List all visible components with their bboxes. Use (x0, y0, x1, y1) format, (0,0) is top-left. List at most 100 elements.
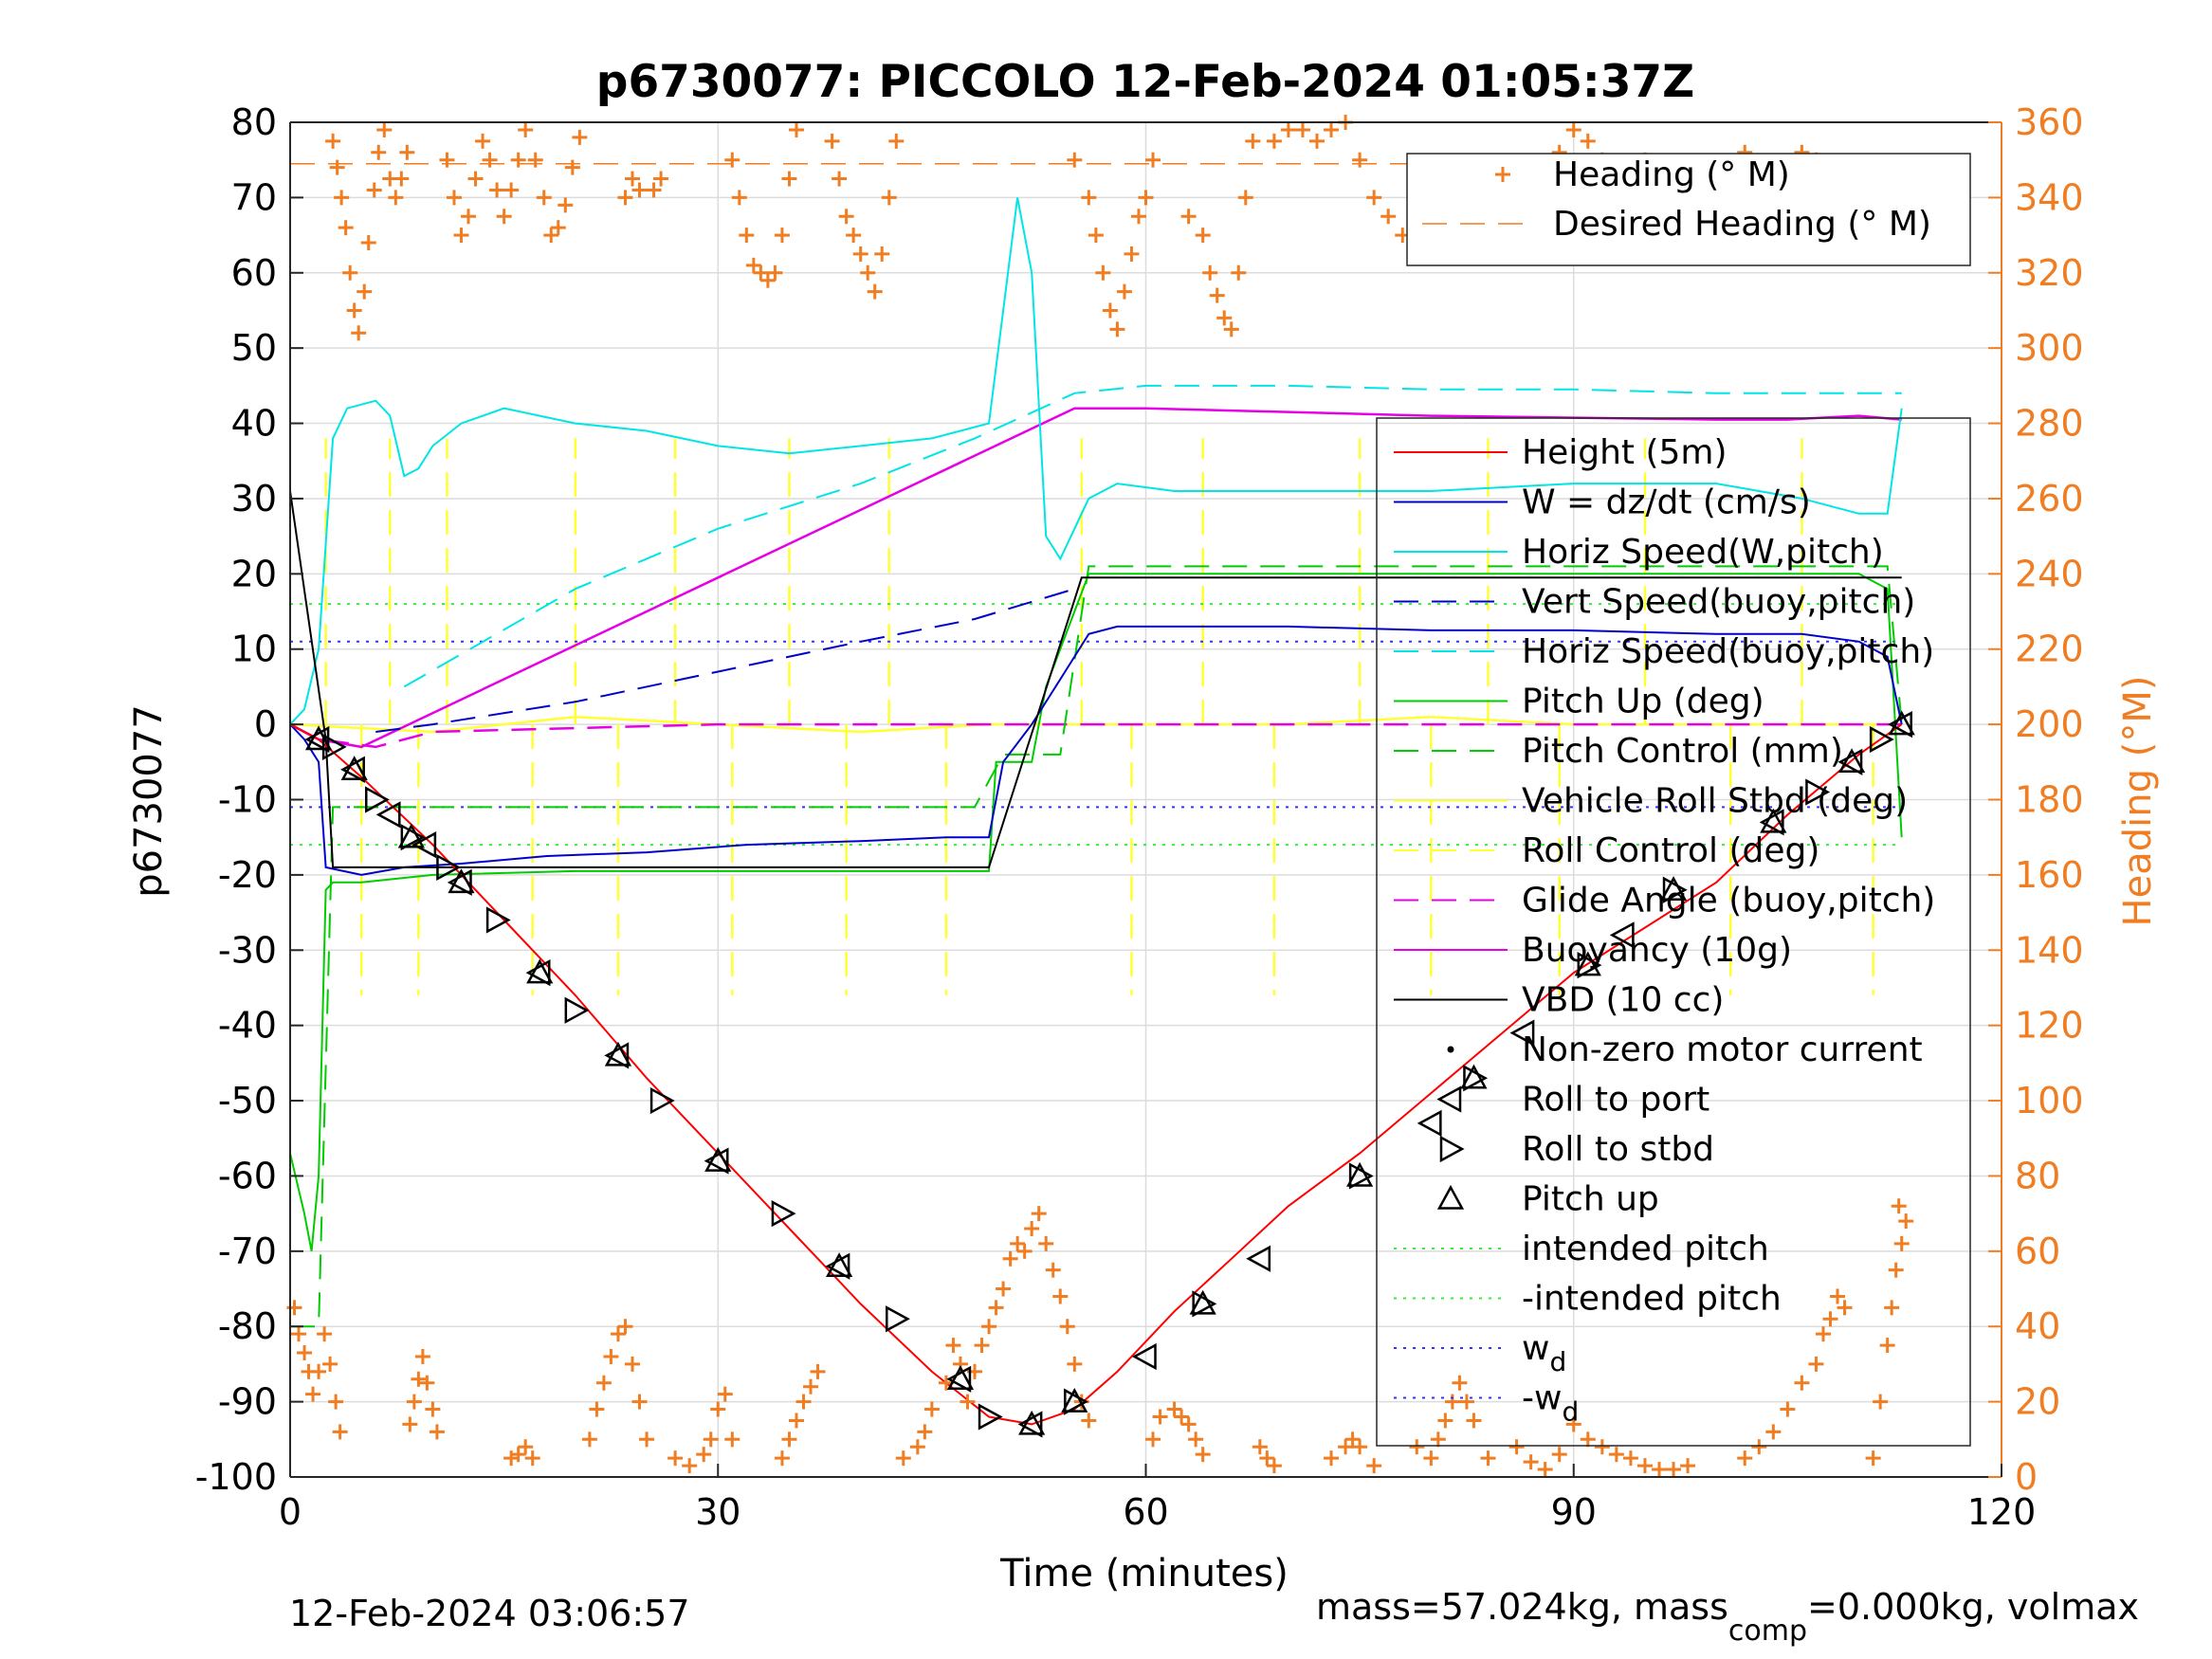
heading-point (510, 152, 526, 168)
heading-point (667, 1450, 684, 1467)
heading-point (1751, 1439, 1767, 1455)
y-right-tick-label: 260 (2015, 478, 2084, 520)
heading-point (1458, 1394, 1474, 1410)
roll-to-stbd-marker (1348, 1162, 1374, 1190)
heading-point (334, 190, 350, 206)
heading-point (543, 228, 559, 244)
heading-point (1088, 228, 1104, 244)
heading-point (589, 1401, 605, 1417)
heading-point (703, 1431, 719, 1448)
heading-point (1452, 1375, 1468, 1391)
heading-point (631, 1394, 648, 1410)
legend-heading-entry: Desired Heading (° M) (1553, 205, 1931, 244)
heading-point (1052, 1288, 1069, 1304)
roll-to-port-marker (1131, 1342, 1157, 1371)
heading-point (1565, 1416, 1581, 1432)
y-right-tick-label: 180 (2015, 779, 2084, 821)
heading-point (1437, 1413, 1453, 1429)
heading-point (366, 182, 382, 198)
y-right-tick-label: 120 (2015, 1005, 2084, 1047)
heading-point (603, 1348, 619, 1364)
heading-point (653, 171, 669, 187)
legend-entry: Vehicle Roll Stbd (deg) (1522, 782, 1908, 821)
legend-heading-entry: Heading (° M) (1553, 155, 1790, 194)
heading-point (1879, 1338, 1895, 1354)
heading-point (810, 1363, 826, 1379)
heading-point (1884, 1300, 1900, 1316)
chart-title: p6730077: PICCOLO 12-Feb-2024 01:05:37Z (596, 56, 1694, 108)
heading-point (774, 228, 790, 244)
pitch-up-marker (526, 958, 554, 984)
heading-point (550, 220, 566, 236)
legend-entry: -intended pitch (1522, 1280, 1782, 1319)
y-right-tick-label: 80 (2015, 1155, 2060, 1196)
heading-point (1680, 1458, 1696, 1474)
heading-point (429, 1424, 445, 1440)
heading-point (767, 264, 783, 281)
heading-point (646, 182, 662, 198)
y-axis-label: p6730077 (127, 704, 171, 898)
heading-point (524, 1450, 540, 1467)
roll-to-port-marker (447, 868, 472, 896)
x-tick-label: 30 (695, 1491, 740, 1533)
heading-point (1188, 1431, 1204, 1448)
heading-point (1352, 1439, 1368, 1455)
heading-point (1815, 1326, 1831, 1342)
heading-point (1636, 1458, 1653, 1474)
heading-point (1237, 190, 1253, 206)
legend-entry: VBD (10 cc) (1522, 981, 1724, 1020)
heading-point (867, 283, 883, 300)
y-right-tick-label: 100 (2015, 1080, 2084, 1121)
heading-point (617, 190, 633, 206)
y-tick-label: -50 (218, 1080, 277, 1121)
grid (289, 121, 2002, 1478)
heading-point (610, 1326, 626, 1342)
heading-point (338, 220, 354, 236)
heading-point (888, 133, 905, 149)
roll-to-port-marker (825, 1252, 850, 1280)
heading-point (617, 1319, 633, 1335)
heading-point (832, 171, 848, 187)
heading-point (1166, 1401, 1182, 1417)
heading-point (874, 246, 890, 262)
roll-to-stbd-marker (1805, 778, 1831, 806)
heading-point (631, 182, 648, 198)
heading-point (1898, 1213, 1914, 1230)
legend-entry: Horiz Speed(buoy,pitch) (1522, 632, 1934, 671)
heading-point (360, 235, 376, 251)
pitch-up-marker (1659, 876, 1688, 902)
legend-motor-dot (1447, 1046, 1454, 1053)
heading-point (1430, 1431, 1446, 1448)
heading-point (1130, 209, 1146, 225)
y-right-tick-label: 0 (2015, 1456, 2038, 1498)
heading-point (1794, 1375, 1810, 1391)
heading-point (1266, 133, 1282, 149)
y-axis-right: 3603403203002802602402202001801601401201… (1988, 101, 2084, 1498)
heading-point (297, 1345, 313, 1361)
legend-entry: intended pitch (1522, 1230, 1769, 1268)
heading-point (1095, 264, 1111, 281)
plot-area (286, 115, 1915, 1478)
heading-point (739, 228, 755, 244)
heading-point (1444, 1394, 1460, 1410)
heading-point (376, 121, 393, 137)
heading-point (1180, 1416, 1197, 1432)
heading-point (1380, 209, 1397, 225)
heading-point (1822, 1311, 1838, 1327)
heading-point (518, 121, 534, 137)
heading-point (625, 171, 640, 187)
heading-point (595, 1375, 612, 1391)
heading-point (788, 121, 804, 137)
heading-point (1565, 121, 1581, 137)
heading-point (1888, 1262, 1904, 1278)
heading-point (414, 1348, 430, 1364)
pitch-up-marker (1574, 951, 1601, 976)
pitch-up-marker (1888, 710, 1915, 736)
y-right-tick-label: 40 (2015, 1305, 2060, 1347)
heading-point (1280, 121, 1296, 137)
heading-point (731, 190, 747, 206)
legend-entry: Horiz Speed(W,pitch) (1522, 533, 1884, 572)
heading-point (1081, 1413, 1097, 1429)
heading-point (1352, 152, 1368, 168)
